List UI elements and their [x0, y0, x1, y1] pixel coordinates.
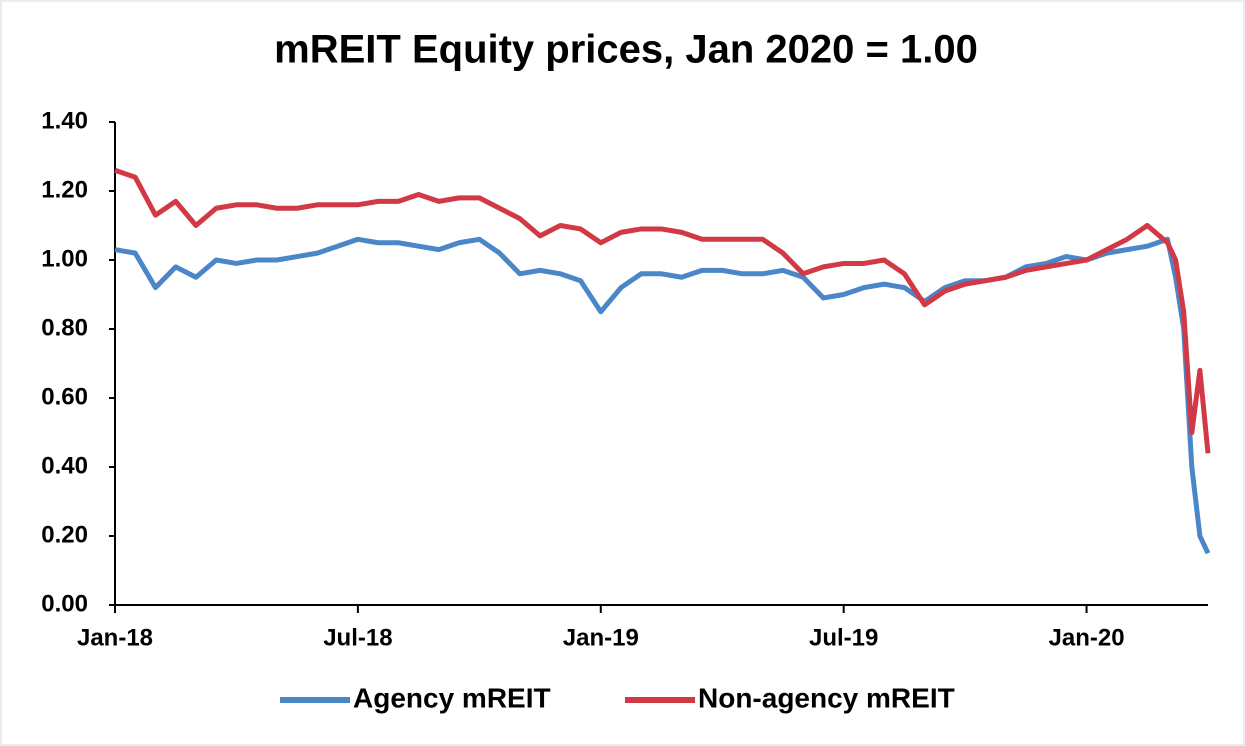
series-line [114, 167, 1211, 454]
y-tick-label: 0.40 [41, 452, 88, 479]
x-tick-label: Jan-19 [563, 624, 639, 651]
y-tick-label: 0.00 [41, 590, 88, 617]
y-tick-label: 0.60 [41, 383, 88, 410]
series-line [114, 236, 1211, 555]
y-tick-label: 1.20 [41, 176, 88, 203]
x-tick-label: Jan-20 [1049, 624, 1125, 651]
legend-label: Non-agency mREIT [698, 682, 955, 713]
y-tick-label: 1.00 [41, 245, 88, 272]
chart-title: mREIT Equity prices, Jan 2020 = 1.00 [274, 28, 978, 72]
y-tick-label: 0.20 [41, 521, 88, 548]
legend-label: Agency mREIT [353, 682, 551, 713]
y-tick-label: 0.80 [41, 314, 88, 341]
y-tick-label: 1.40 [41, 107, 88, 134]
x-tick-label: Jan-18 [77, 624, 153, 651]
x-tick-label: Jul-19 [809, 624, 878, 651]
x-tick-label: Jul-18 [323, 624, 392, 651]
